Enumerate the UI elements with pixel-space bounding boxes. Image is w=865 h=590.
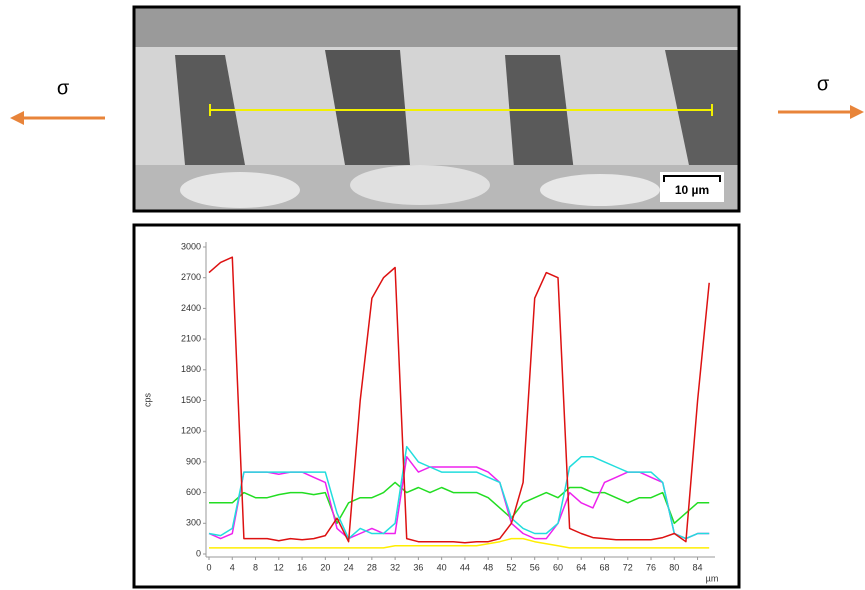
sigma-right: σ [817, 73, 830, 95]
x-tick-label: 28 [367, 562, 377, 572]
arrow-left-head [10, 111, 24, 125]
x-tick-label: 36 [413, 562, 423, 572]
x-tick-label: 40 [437, 562, 447, 572]
x-tick-label: 64 [576, 562, 586, 572]
x-tick-label: 68 [599, 562, 609, 572]
x-tick-label: 12 [274, 562, 284, 572]
y-tick-label: 2700 [181, 272, 201, 282]
y-tick-label: 1200 [181, 426, 201, 436]
arrow-right-head [850, 105, 864, 119]
x-tick-label: 72 [623, 562, 633, 572]
x-tick-label: 24 [344, 562, 354, 572]
chart-frame [132, 223, 741, 589]
x-tick-label: 20 [320, 562, 330, 572]
y-tick-label: 0 [196, 548, 201, 558]
y-tick-label: 900 [186, 456, 201, 466]
y-tick-label: 600 [186, 487, 201, 497]
scale-bar-label: 10 µm [675, 183, 709, 197]
x-axis-label: µm [706, 573, 719, 583]
sem-image: 10 µm [132, 5, 741, 213]
x-tick-label: 8 [253, 562, 258, 572]
x-tick-label: 0 [206, 562, 211, 572]
y-tick-label: 2400 [181, 303, 201, 313]
x-tick-label: 32 [390, 562, 400, 572]
x-tick-label: 48 [483, 562, 493, 572]
y-tick-label: 3000 [181, 241, 201, 251]
sigma-left: σ [57, 77, 70, 99]
plot: 0 300 600 900 1200 1500 1800 2100 2400 2700 3000 0 4… [181, 241, 715, 572]
x-tick-label: 56 [530, 562, 540, 572]
x-tick-label: 4 [230, 562, 235, 572]
y-axis-label: cps [142, 393, 152, 408]
y-tick-label: 300 [186, 518, 201, 528]
y-tick-label: 1500 [181, 395, 201, 405]
x-tick-label: 76 [646, 562, 656, 572]
x-tick-label: 52 [506, 562, 516, 572]
data-line [208, 445, 710, 540]
x-tick-label: 16 [297, 562, 307, 572]
y-tick-label: 2100 [181, 333, 201, 343]
y-tick-label: 1800 [181, 364, 201, 374]
data-line [209, 537, 710, 549]
data-line [208, 256, 710, 544]
x-tick-label: 80 [669, 562, 679, 572]
data-line [209, 481, 710, 525]
x-tick-label: 60 [553, 562, 563, 572]
x-tick-label: 84 [693, 562, 703, 572]
x-tick-label: 44 [460, 562, 470, 572]
